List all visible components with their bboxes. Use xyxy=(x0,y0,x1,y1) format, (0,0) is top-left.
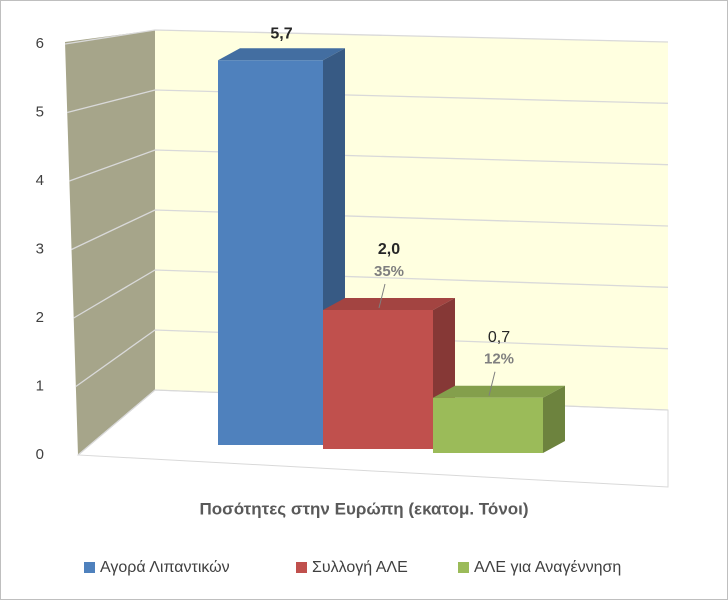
y-tick-label: 4 xyxy=(36,172,44,189)
y-tick-label: 0 xyxy=(36,446,44,463)
y-tick-label: 3 xyxy=(36,240,44,257)
x-axis-title: Ποσότητες στην Ευρώπη (εκατομ. Τόνοι) xyxy=(199,499,528,518)
data-label: 2,0 xyxy=(378,241,400,258)
share-label: 12% xyxy=(484,351,514,368)
leader-line xyxy=(378,283,386,309)
y-tick-label: 2 xyxy=(36,309,44,326)
legend-swatch xyxy=(296,562,307,573)
bar xyxy=(433,397,543,453)
grid-line xyxy=(73,269,669,319)
bar-top xyxy=(433,385,565,398)
leader-line xyxy=(488,371,496,396)
y-tick-label: 1 xyxy=(36,377,44,394)
y-tick-label: 5 xyxy=(36,103,44,120)
legend-swatch xyxy=(458,562,469,573)
grid-line xyxy=(69,149,669,182)
bar xyxy=(323,310,433,449)
legend-label: Συλλογή ΑΛΕ xyxy=(312,559,408,576)
bar-top xyxy=(218,48,345,61)
data-label: 5,7 xyxy=(270,25,292,42)
grid-line xyxy=(75,329,669,388)
bar xyxy=(218,60,323,445)
bar-side xyxy=(543,385,565,453)
data-label: 0,7 xyxy=(488,329,510,346)
legend-label: Αγορά Λιπαντικών xyxy=(100,559,230,576)
grid-line xyxy=(64,29,669,45)
grid-line xyxy=(71,209,669,251)
grid-line xyxy=(67,89,669,114)
y-tick-label: 6 xyxy=(36,35,44,52)
side-wall xyxy=(65,30,155,455)
legend-swatch xyxy=(84,562,95,573)
bar-top xyxy=(323,298,455,310)
legend-label: ΑΛΕ για Αναγέννηση xyxy=(474,559,621,576)
share-label: 35% xyxy=(374,263,404,280)
